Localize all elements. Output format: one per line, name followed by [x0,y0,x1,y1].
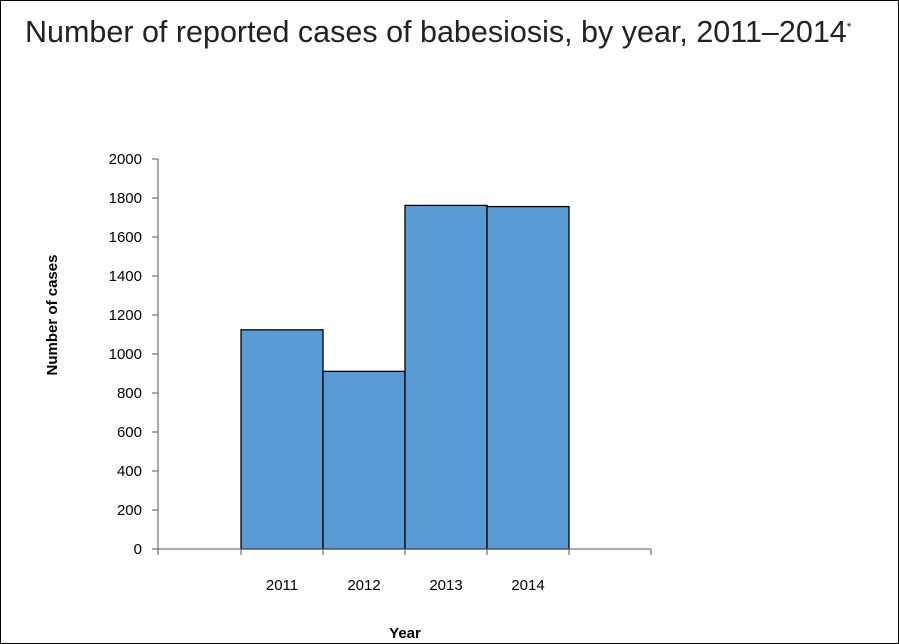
y-tick-label: 600 [117,424,142,441]
chart-title-text: Number of reported cases of babesiosis, … [25,15,847,49]
x-tick-label-2011: 2011 [266,577,298,594]
x-axis-title: Year [389,625,421,642]
bar-2014 [486,205,570,550]
y-axis-title: Number of cases [44,255,61,376]
x-tick-label-2014: 2014 [511,577,544,594]
y-tick-label: 0 [134,541,142,558]
x-axis: 2011 2012 2013 2014 [157,548,652,594]
chart-title: Number of reported cases of babesiosis, … [25,15,851,50]
bar-2013 [404,204,488,550]
bars-group [240,204,570,550]
x-tick-label-2012: 2012 [347,577,380,594]
y-tick-label: 1200 [109,307,142,324]
y-tick-label: 1400 [109,268,142,285]
y-tick-label: 800 [117,385,142,402]
y-tick-label: 1800 [109,190,142,207]
chart-title-footnote-mark: * [846,19,852,34]
y-tick-label: 200 [117,502,142,519]
x-tick-label-2013: 2013 [429,577,462,594]
y-tick-label: 1600 [109,229,142,246]
y-tick-label: 1000 [109,346,142,363]
bar-2011 [240,329,324,550]
bar-2012 [322,370,406,550]
y-tick-label: 400 [117,463,142,480]
y-tick-label: 2000 [109,151,142,168]
y-axis: 0 200 400 600 800 1000 1200 1400 1600 1800 2000 [109,151,159,558]
